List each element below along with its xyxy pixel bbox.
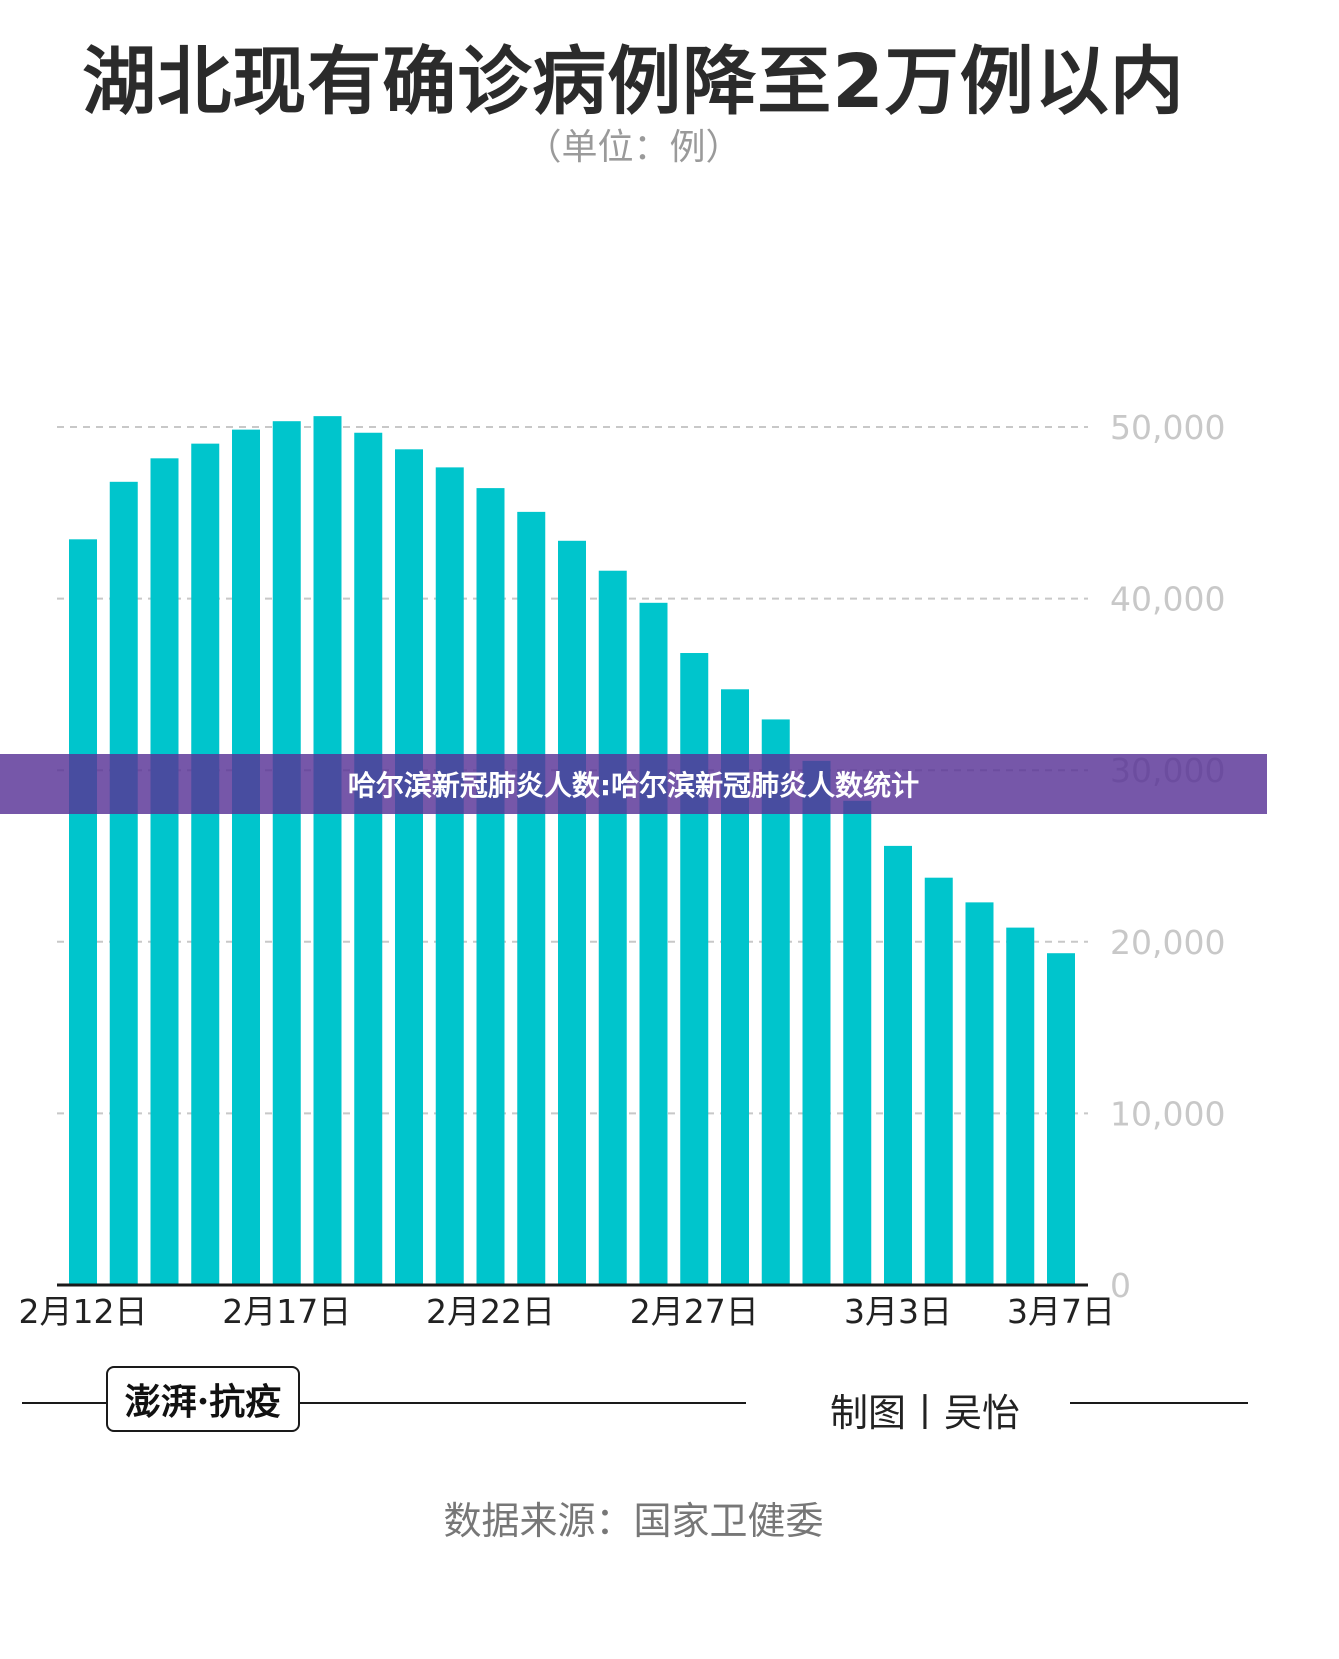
bar [109, 481, 138, 1285]
bar [558, 540, 586, 1285]
bar [354, 432, 383, 1285]
y-tick-label: 20,000 [1110, 923, 1225, 962]
bar [598, 570, 627, 1285]
x-tick-label: 3月7日 [1007, 1292, 1115, 1331]
bar [476, 488, 505, 1285]
bar [191, 443, 220, 1285]
bar [517, 511, 546, 1285]
x-axis-ticks: 2月12日 2月17日 2月22日 2月27日 3月3日 3月7日 [19, 1292, 1116, 1331]
bar [272, 421, 301, 1285]
bar [1006, 927, 1035, 1285]
x-tick-label: 2月12日 [19, 1292, 148, 1331]
y-tick-label: 40,000 [1110, 580, 1225, 619]
chart-title: 湖北现有确诊病例降至2万例以内 [82, 39, 1185, 125]
x-tick-label: 2月22日 [426, 1292, 555, 1331]
bar [313, 416, 342, 1286]
y-tick-label: 10,000 [1110, 1094, 1225, 1133]
bar [802, 760, 831, 1285]
bar [843, 800, 872, 1285]
bar [232, 429, 260, 1285]
logo-text: 澎湃·抗疫 [124, 1381, 282, 1423]
bar [965, 902, 994, 1285]
x-tick-label: 2月17日 [222, 1292, 351, 1331]
bar [639, 602, 668, 1285]
bar [924, 877, 953, 1285]
bar [1047, 953, 1075, 1285]
y-tick-label: 50,000 [1110, 408, 1225, 447]
bar [680, 653, 709, 1285]
bar [395, 449, 423, 1286]
publisher-logo: 澎湃·抗疫 [106, 1366, 300, 1432]
x-tick-label: 2月27日 [630, 1292, 759, 1331]
overlay-banner: 哈尔滨新冠肺炎人数:哈尔滨新冠肺炎人数统计 [0, 754, 1267, 814]
bar [884, 845, 912, 1285]
footer-rule-middle [298, 1402, 746, 1404]
bar [69, 539, 97, 1285]
bar [435, 467, 464, 1286]
footer-rule-left [22, 1402, 106, 1404]
chart-credit: 制图丨吴怡 [829, 1391, 1020, 1435]
data-source: 数据来源：国家卫健委 [443, 1499, 824, 1543]
footer-rule-right [1070, 1402, 1248, 1404]
banner-text: 哈尔滨新冠肺炎人数:哈尔滨新冠肺炎人数统计 [347, 769, 920, 802]
y-tick-label: 0 [1110, 1266, 1131, 1305]
x-tick-label: 3月3日 [844, 1292, 952, 1331]
bar [150, 458, 179, 1285]
bar-series [69, 416, 1075, 1286]
chart-subtitle: （单位：例） [525, 127, 742, 168]
